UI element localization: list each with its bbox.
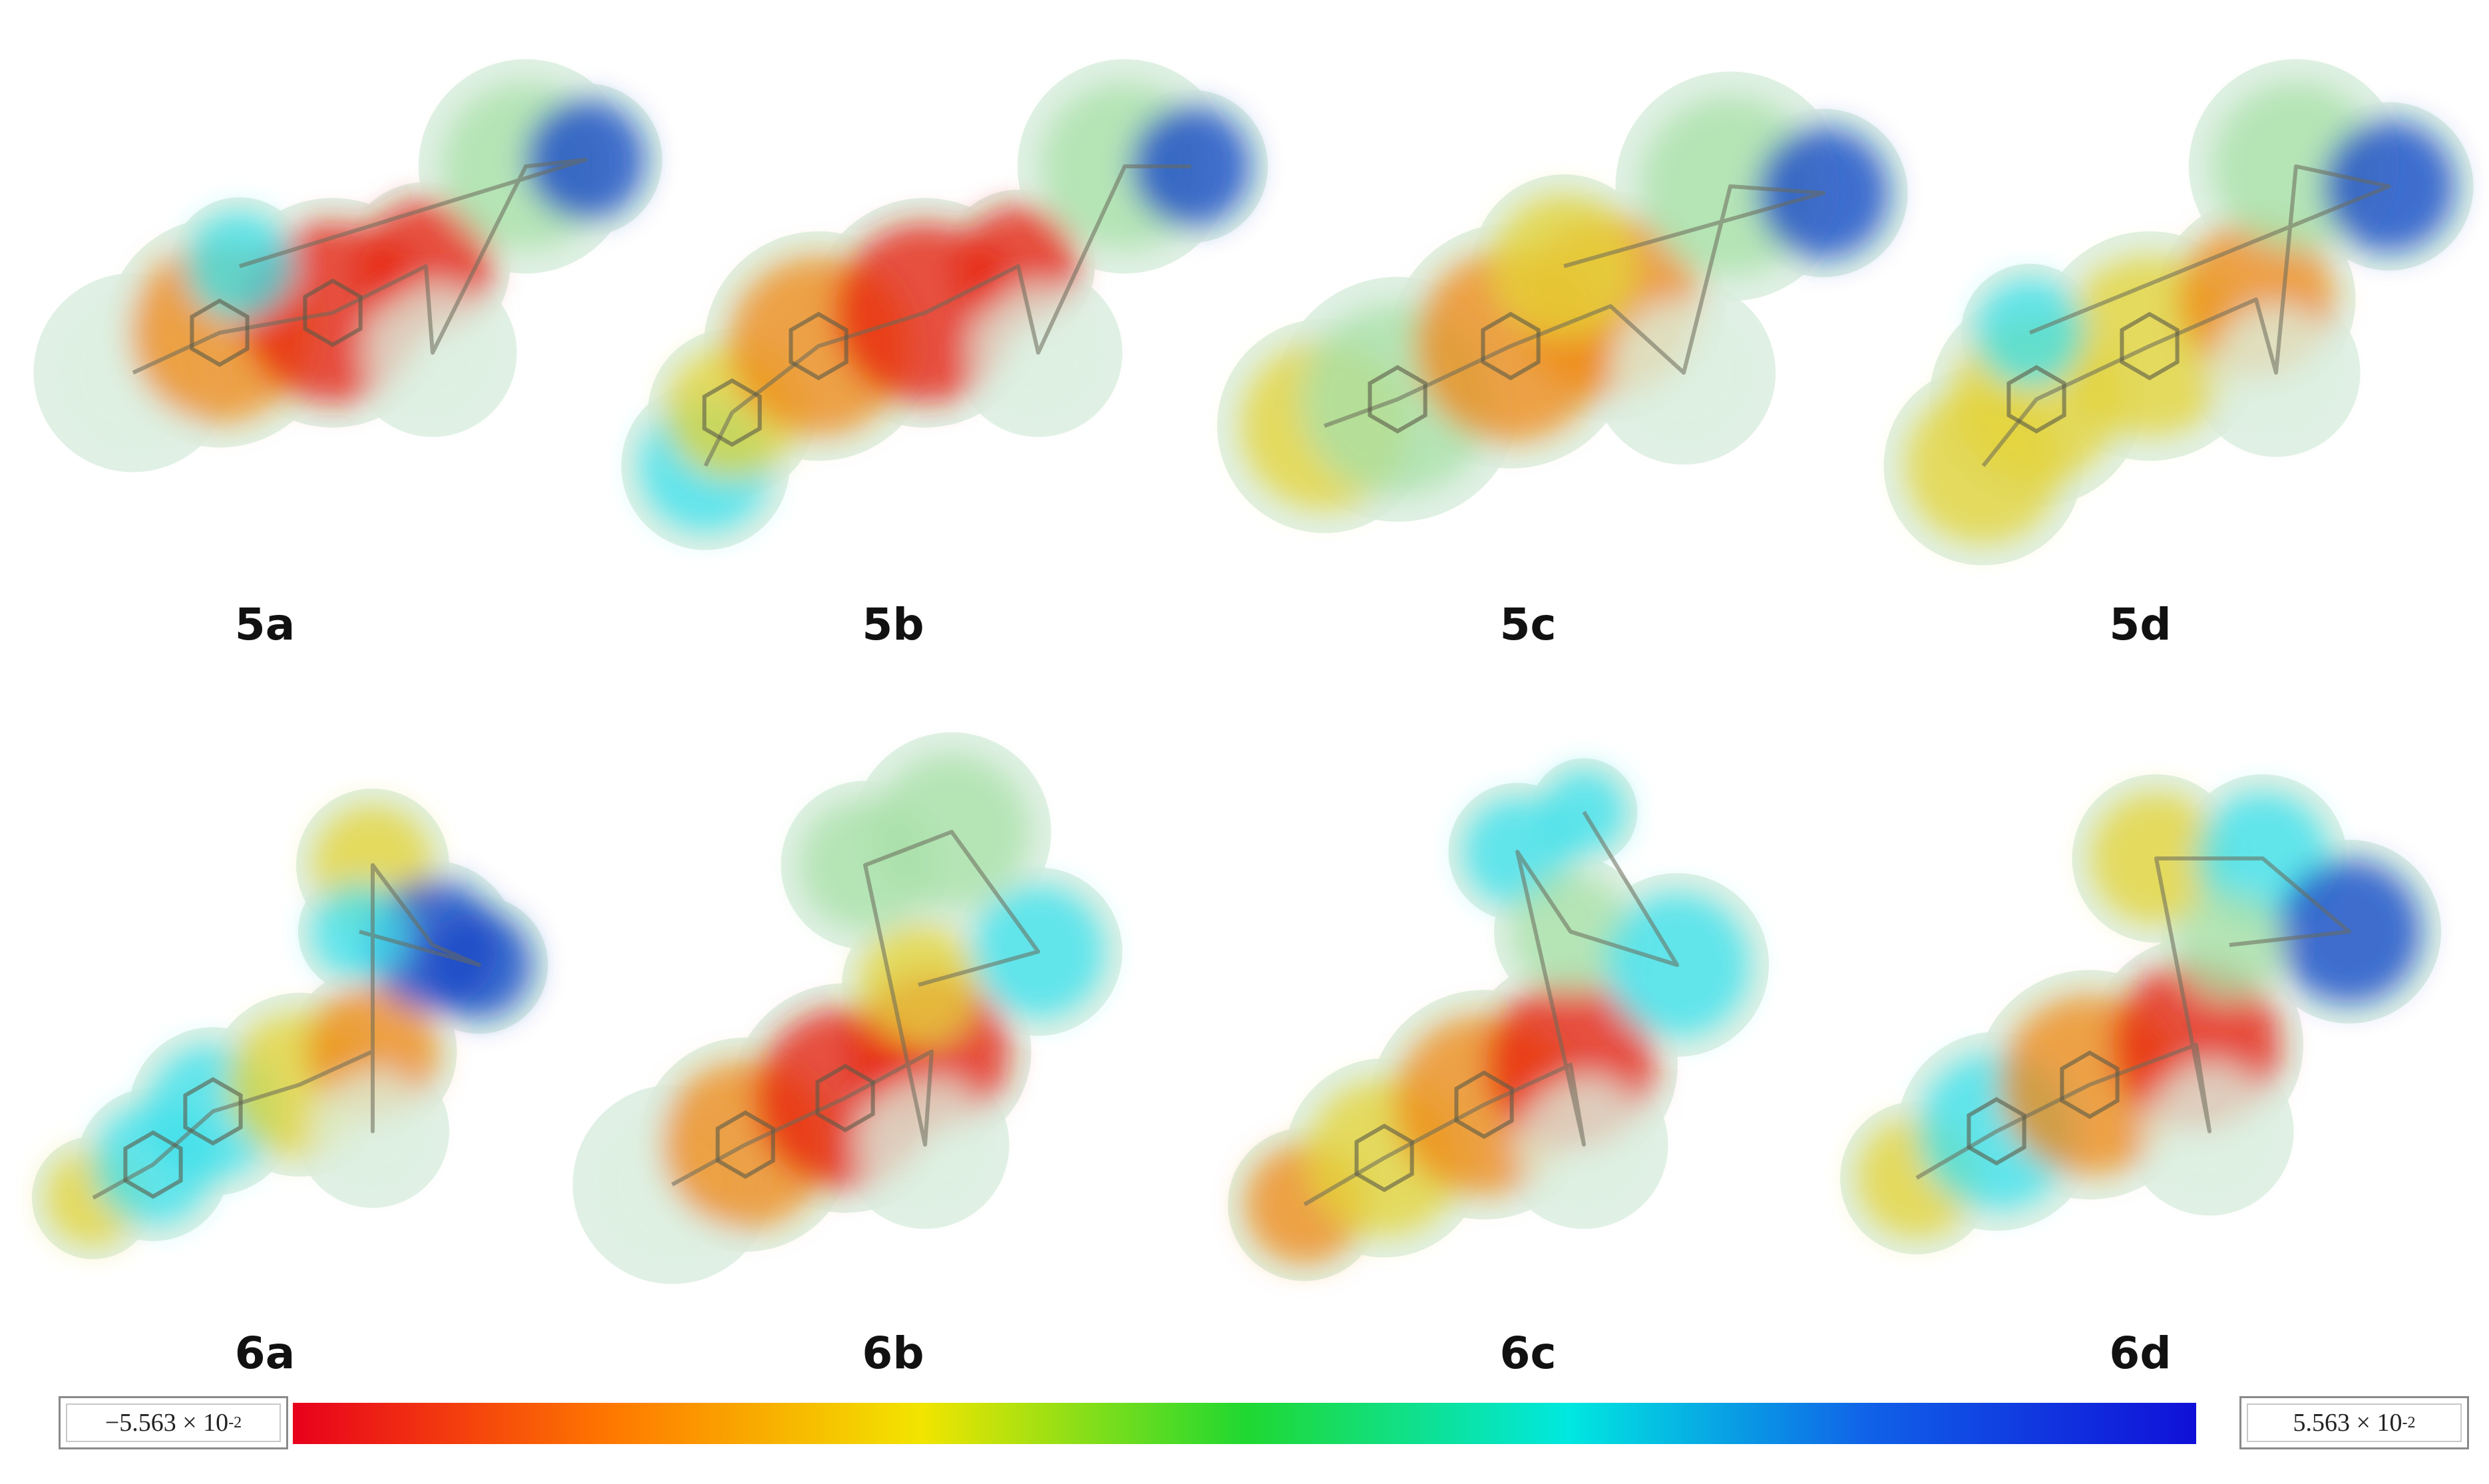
colorbar-max-exponent: -2 (2402, 1413, 2416, 1431)
colorbar-min-box: −5.563 × 10 -2 (59, 1396, 288, 1449)
surface-6c (1228, 758, 1769, 1281)
molecule-label-5c: 5c (1499, 599, 1557, 650)
colorbar-min-exponent: -2 (228, 1413, 242, 1431)
molecule-label-5d: 5d (2109, 599, 2172, 650)
sticks-5c (1323, 184, 1825, 434)
colorbar (293, 1403, 2196, 1444)
sticks-6a (92, 863, 481, 1200)
surface-6d (1840, 774, 2441, 1254)
surface-5c (1217, 71, 1908, 533)
colorbar-max-box: 5.563 × 10 -2 (2239, 1396, 2469, 1449)
molecule-label-6b: 6b (862, 1328, 924, 1379)
sticks-6d (1915, 856, 2351, 1180)
surface-6b (572, 732, 1123, 1284)
surface-5a (33, 59, 662, 472)
colorbar-max-label: 5.563 × 10 (2293, 1409, 2402, 1437)
sticks-5a (132, 158, 588, 375)
molecule-label-6c: 6c (1499, 1328, 1557, 1379)
sticks-6c (1303, 811, 1679, 1206)
molecule-label-5b: 5b (862, 599, 924, 650)
sticks-6b (671, 830, 1040, 1187)
molecule-label-6d: 6d (2109, 1328, 2172, 1379)
surface-5d (1883, 59, 2474, 566)
sticks-5b (702, 164, 1191, 467)
molecule-label-6a: 6a (234, 1328, 295, 1379)
sticks-5d (1981, 164, 2391, 467)
molecule-label-5a: 5a (234, 599, 295, 650)
colorbar-min-label: −5.563 × 10 (104, 1409, 229, 1437)
